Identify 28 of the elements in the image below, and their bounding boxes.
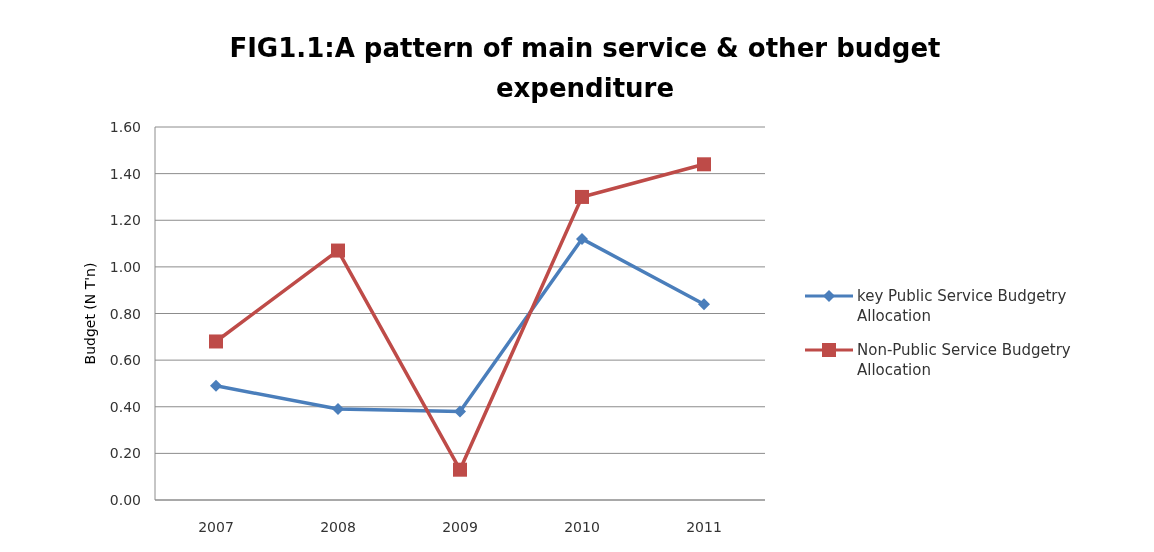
y-axis-title: Budget (N T'n) bbox=[82, 262, 98, 365]
y-tick-label: 0.00 bbox=[109, 492, 141, 508]
point bbox=[209, 334, 223, 349]
y-tick-label: 1.20 bbox=[109, 212, 141, 229]
y-tick-label: 0.80 bbox=[109, 305, 141, 322]
point bbox=[576, 232, 588, 245]
y-tick-label: 1.00 bbox=[109, 258, 141, 275]
x-tick-label: 2009 bbox=[442, 519, 478, 535]
x-tick-label: 2007 bbox=[198, 519, 234, 535]
y-tick-label: 0.40 bbox=[109, 398, 141, 415]
point bbox=[210, 379, 222, 392]
point bbox=[453, 462, 467, 477]
point bbox=[698, 298, 710, 311]
y-tick-label: 0.20 bbox=[109, 445, 141, 462]
y-tick-label: 0.60 bbox=[109, 352, 141, 369]
point bbox=[331, 243, 345, 258]
x-tick-label: 2008 bbox=[320, 519, 356, 535]
y-tick-label: 1.60 bbox=[109, 119, 141, 135]
point bbox=[332, 403, 344, 416]
point bbox=[575, 189, 589, 204]
x-tick-label: 2010 bbox=[564, 519, 600, 535]
point bbox=[454, 405, 466, 418]
chart-title: FIG1.1:A pattern of main service & other budget expenditure bbox=[229, 33, 941, 103]
legend-label: key Public Service Budgetry Allocation bbox=[857, 287, 1067, 325]
legend-label: Non-Public Service Budgetry Allocation bbox=[857, 341, 1071, 379]
point bbox=[697, 157, 711, 172]
y-tick-label: 1.40 bbox=[109, 165, 141, 182]
x-tick-label: 2011 bbox=[686, 519, 722, 535]
